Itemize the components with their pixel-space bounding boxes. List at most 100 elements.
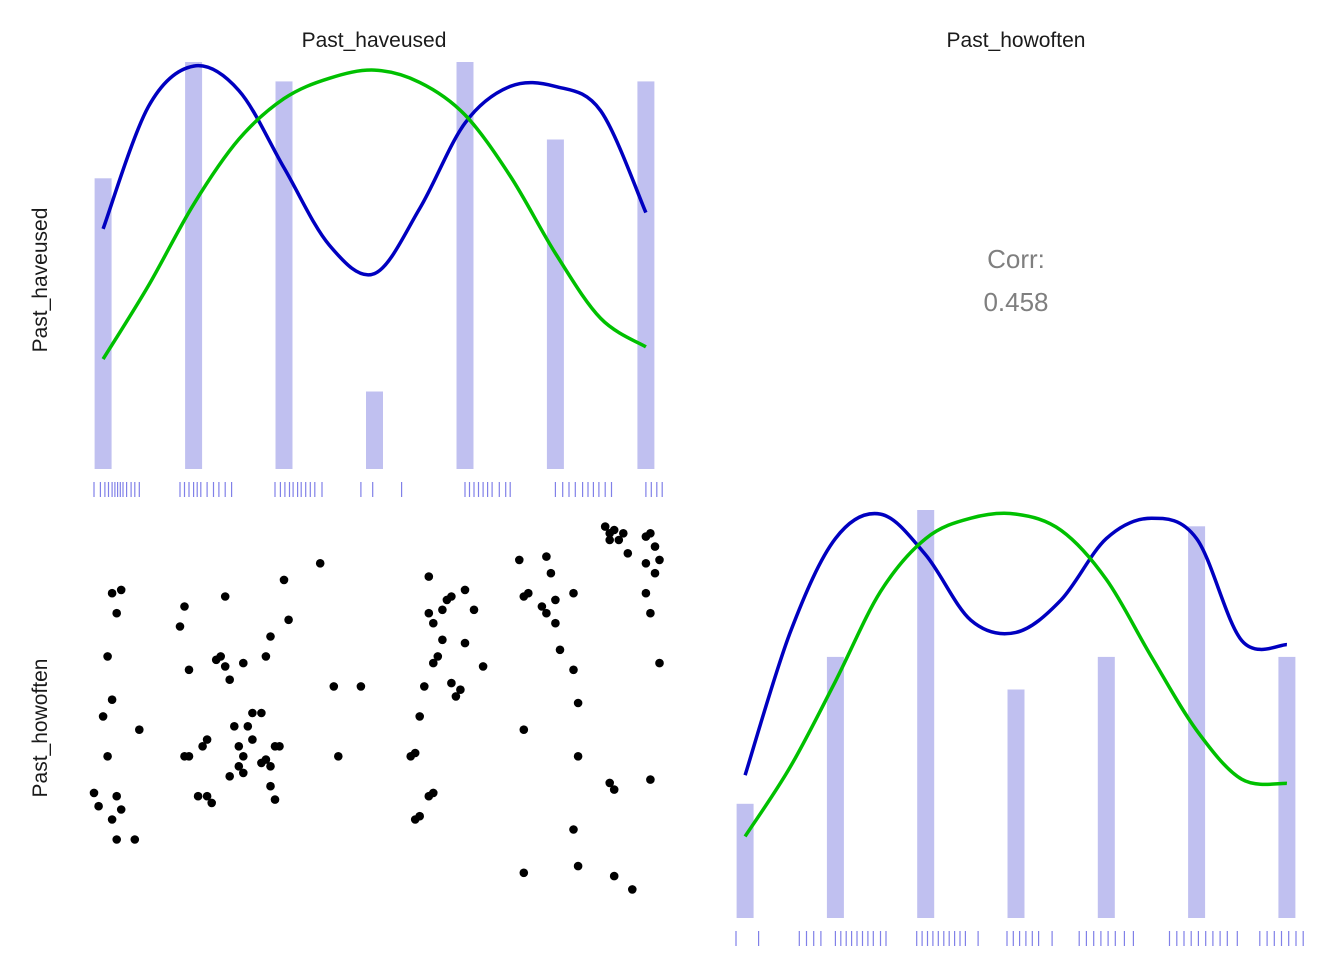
scatter-point bbox=[573, 698, 583, 708]
scatter-point bbox=[438, 605, 447, 615]
bar bbox=[546, 139, 564, 469]
bar bbox=[917, 510, 935, 918]
scatter-point bbox=[329, 682, 339, 691]
scatter-point bbox=[655, 658, 664, 668]
scatter-point bbox=[447, 592, 456, 601]
scatter-point bbox=[433, 652, 443, 661]
scatter-point bbox=[515, 555, 524, 565]
normal-curve bbox=[101, 68, 647, 361]
scatter-point bbox=[460, 585, 470, 595]
strip-title-row-2: Past_howoften bbox=[29, 659, 52, 798]
bar bbox=[826, 656, 844, 918]
scatter-point bbox=[519, 868, 529, 878]
scatter-point bbox=[216, 652, 225, 661]
scatter-point bbox=[248, 708, 257, 718]
scatter-point bbox=[356, 682, 366, 691]
scatter-point bbox=[261, 755, 271, 764]
scatter-point bbox=[220, 592, 230, 601]
scatter-point bbox=[641, 588, 651, 598]
scatter-point bbox=[107, 588, 117, 598]
scatter-point bbox=[275, 742, 284, 751]
scatter-point bbox=[193, 791, 203, 801]
scatter-point bbox=[107, 695, 117, 704]
scatter-point bbox=[424, 608, 434, 618]
bar bbox=[185, 62, 203, 469]
scatter-point bbox=[103, 652, 112, 661]
scatter-point bbox=[266, 632, 275, 641]
density-curve bbox=[743, 511, 1288, 776]
scatter-point bbox=[266, 762, 275, 771]
bar bbox=[275, 81, 293, 470]
scatter-point bbox=[116, 805, 126, 814]
bar bbox=[637, 81, 655, 470]
scatter-point bbox=[107, 815, 117, 824]
diag-panel-past-howoften bbox=[735, 510, 1304, 946]
scatter-point bbox=[239, 752, 248, 761]
scatter-point bbox=[451, 692, 461, 701]
scatter-point bbox=[424, 572, 434, 581]
scatter-point bbox=[103, 752, 112, 761]
scatter-point bbox=[519, 725, 529, 734]
bar bbox=[94, 178, 112, 470]
scatter-point bbox=[94, 801, 103, 811]
bar bbox=[456, 62, 474, 469]
scatter-point bbox=[284, 615, 293, 625]
scatter-point bbox=[234, 762, 244, 771]
corr-value: 0.458 bbox=[983, 287, 1048, 317]
scatter-point bbox=[614, 535, 624, 545]
scatter-point bbox=[619, 529, 628, 538]
scatter-point bbox=[628, 885, 637, 894]
scatter-point bbox=[542, 552, 551, 561]
scatter-point bbox=[609, 525, 619, 535]
scatter-point bbox=[569, 665, 578, 675]
bar bbox=[1278, 656, 1296, 918]
scatter-point bbox=[546, 568, 556, 578]
scatter-point bbox=[243, 722, 253, 731]
scatter-point bbox=[537, 602, 547, 611]
corr-label: Corr: bbox=[987, 244, 1045, 274]
scatter-point bbox=[641, 559, 651, 568]
bar bbox=[1188, 526, 1206, 918]
scatter-point bbox=[650, 542, 660, 551]
scatter-point bbox=[89, 788, 99, 798]
scatter-panel bbox=[89, 522, 664, 894]
scatter-point bbox=[257, 708, 266, 718]
scatter-point bbox=[646, 529, 655, 538]
scatter-point bbox=[98, 712, 108, 721]
scatter-point bbox=[239, 768, 248, 778]
scatter-point bbox=[519, 592, 529, 601]
scatter-point bbox=[270, 795, 280, 804]
strip-title-col-2: Past_howoften bbox=[947, 29, 1086, 52]
scatter-point bbox=[551, 595, 560, 605]
diag-panel-past-haveused bbox=[93, 62, 663, 497]
scatter-point bbox=[429, 618, 438, 628]
scatter-point bbox=[198, 742, 207, 751]
scatter-point bbox=[460, 638, 470, 648]
scatter-point bbox=[202, 735, 212, 744]
strip-title-row-1: Past_haveused bbox=[29, 208, 52, 353]
bar bbox=[366, 391, 383, 469]
scatter-point bbox=[569, 588, 578, 598]
scatter-point bbox=[429, 788, 438, 798]
scatter-point bbox=[248, 735, 257, 744]
scatter-point bbox=[135, 725, 144, 734]
scatter-point bbox=[112, 835, 121, 844]
scatter-point bbox=[600, 522, 610, 531]
scatter-point bbox=[130, 835, 140, 844]
scatter-point bbox=[605, 535, 614, 545]
scatter-point bbox=[410, 815, 420, 824]
scatter-point bbox=[573, 752, 583, 761]
density-curve bbox=[101, 63, 648, 277]
scatter-point bbox=[429, 658, 438, 668]
scatter-point bbox=[456, 685, 465, 694]
bar bbox=[736, 803, 754, 918]
scatter-point bbox=[175, 622, 185, 631]
scatter-point bbox=[220, 662, 230, 671]
scatter-point bbox=[542, 608, 551, 618]
scatter-point bbox=[478, 662, 488, 671]
scatter-point bbox=[646, 608, 655, 618]
scatter-point bbox=[447, 678, 456, 688]
scatter-point bbox=[555, 645, 565, 655]
scatter-point bbox=[202, 791, 212, 801]
